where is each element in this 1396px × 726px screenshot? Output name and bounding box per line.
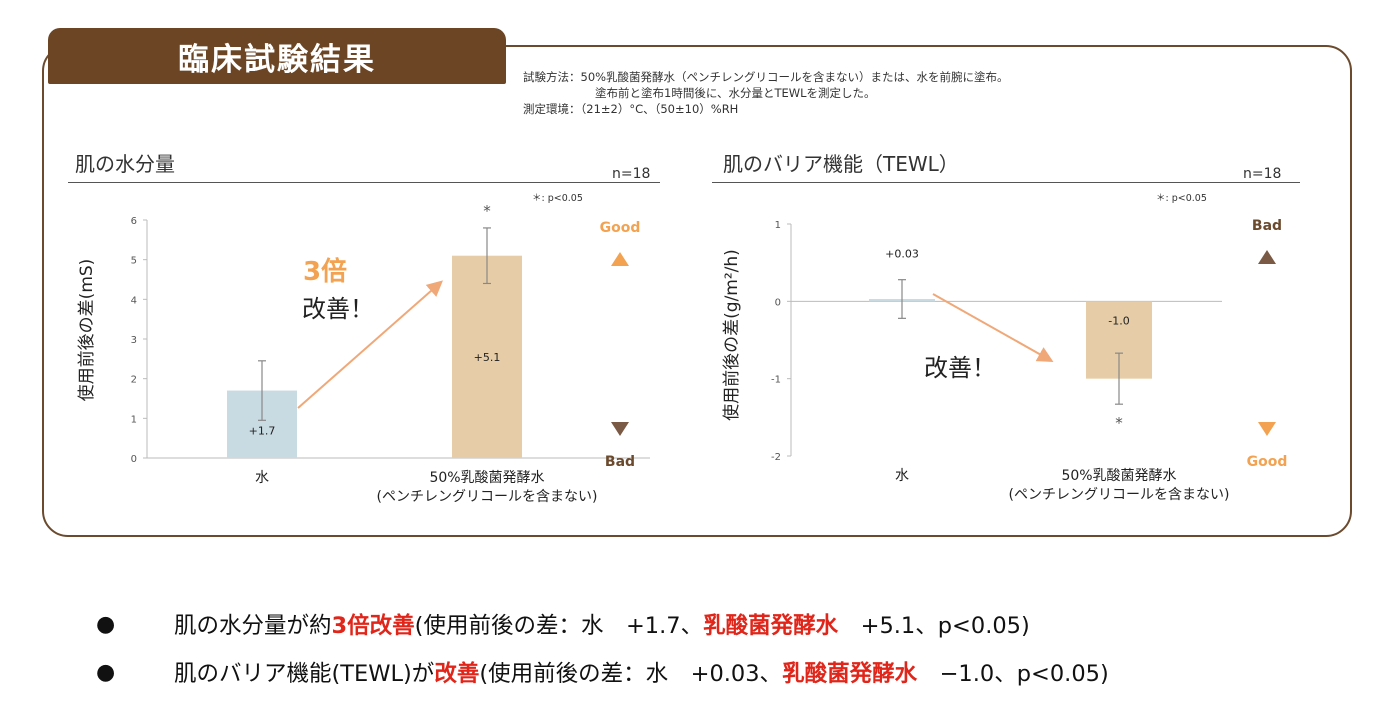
improvement-arrow — [932, 293, 1054, 362]
category-label: 50%乳酸菌発酵水 — [1061, 468, 1176, 484]
results-panel — [42, 45, 1352, 537]
y-tick-label: 3 — [131, 335, 137, 346]
category-label: 50%乳酸菌発酵水 — [429, 470, 544, 486]
improvement-factor: 3倍 — [303, 256, 347, 287]
y-tick-label: 5 — [131, 256, 137, 267]
y-tick-label: 1 — [131, 414, 137, 425]
bullet-dot: ● — [96, 659, 116, 685]
bullet-highlight: 改善 — [434, 661, 480, 687]
y-axis-label: 使用前後の差(g/m²/h) — [721, 249, 742, 421]
direction-label-top: Bad — [1252, 218, 1282, 234]
y-tick-label: 6 — [131, 216, 137, 227]
bullet-highlight: 乳酸菌発酵水 — [782, 661, 918, 687]
summary-bullets: ● 肌の水分量が約 3倍改善 (使用前後の差：水 +1.7、 乳酸菌発酵水 +5.1、… — [96, 600, 1109, 696]
improvement-note: 改善！ — [302, 295, 374, 323]
improvement-note: 改善！ — [924, 354, 996, 382]
direction-arrow-head — [1258, 422, 1276, 436]
bullet-text: 肌のバリア機能(TEWL)が — [174, 661, 435, 687]
y-tick-label: -2 — [771, 452, 781, 463]
category-sublabel: (ペンチレングリコールを含まない) — [1009, 487, 1230, 503]
n-label: n=18 — [612, 166, 651, 182]
bullet-item: ● 肌の水分量が約 3倍改善 (使用前後の差：水 +1.7、 乳酸菌発酵水 +5.1、… — [96, 600, 1109, 648]
value-label: -1.0 — [1108, 315, 1129, 328]
method-description: 試験方法：50%乳酸菌発酵水（ペンチレングリコールを含まない）または、水を前腕に… — [523, 69, 1009, 117]
direction-arrow-head — [611, 422, 629, 436]
bullet-item: ● 肌のバリア機能(TEWL)が 改善 (使用前後の差：水 +0.03、 乳酸菌発酵水… — [96, 648, 1109, 696]
category-sublabel: (ペンチレングリコールを含まない) — [377, 489, 598, 505]
category-label: 水 — [255, 470, 269, 486]
chart-title-rule — [68, 182, 660, 183]
value-label: +1.7 — [249, 424, 276, 437]
bullet-text: (使用前後の差：水 +0.03、 — [479, 661, 783, 687]
direction-label-bottom: Bad — [605, 454, 635, 470]
bullet-text: +5.1、p<0.05) — [838, 613, 1030, 639]
y-tick-label: 0 — [775, 297, 781, 308]
bullet-dot: ● — [96, 611, 116, 637]
p-value-note: ＊: p<0.05 — [532, 193, 583, 204]
chart-title-rule — [712, 182, 1300, 183]
y-axis-label: 使用前後の差(mS) — [76, 259, 97, 402]
direction-label-bottom: Good — [1247, 454, 1288, 470]
bullet-highlight: 3倍改善 — [331, 613, 415, 639]
y-tick-label: 2 — [131, 375, 137, 386]
method-line-1: 試験方法：50%乳酸菌発酵水（ペンチレングリコールを含まない）または、水を前腕に… — [523, 70, 1009, 84]
p-value-note: ＊: p<0.05 — [1156, 193, 1207, 204]
method-line-3: 測定環境：（21±2）°C、（50±10）%RH — [523, 102, 739, 116]
bullet-text: (使用前後の差：水 +1.7、 — [414, 613, 704, 639]
direction-arrow-head — [611, 252, 629, 266]
y-tick-label: 1 — [775, 220, 781, 231]
bullet-text: 肌の水分量が約 — [174, 613, 332, 639]
y-tick-label: -1 — [771, 375, 781, 386]
method-line-2: 塗布前と塗布1時間後に、水分量とTEWLを測定した。 — [595, 86, 876, 100]
improvement-arrow — [297, 280, 444, 409]
significance-marker: * — [483, 202, 491, 220]
chart-title-moisture: 肌の水分量 — [75, 152, 175, 176]
significance-marker: * — [1115, 414, 1123, 432]
y-tick-label: 0 — [131, 454, 137, 465]
category-label: 水 — [895, 468, 909, 484]
direction-label-top: Good — [600, 220, 641, 236]
bullet-highlight: 乳酸菌発酵水 — [703, 613, 839, 639]
bullet-text: −1.0、p<0.05) — [917, 661, 1109, 687]
bar-lactic — [452, 255, 522, 458]
n-label: n=18 — [1243, 166, 1282, 182]
section-badge: 臨床試験結果 — [48, 28, 506, 84]
y-tick-label: 4 — [131, 295, 137, 306]
value-label: +0.03 — [885, 248, 919, 261]
chart-title-tewl: 肌のバリア機能（TEWL） — [723, 152, 959, 176]
direction-arrow-head — [1258, 250, 1276, 264]
value-label: +5.1 — [474, 351, 501, 364]
